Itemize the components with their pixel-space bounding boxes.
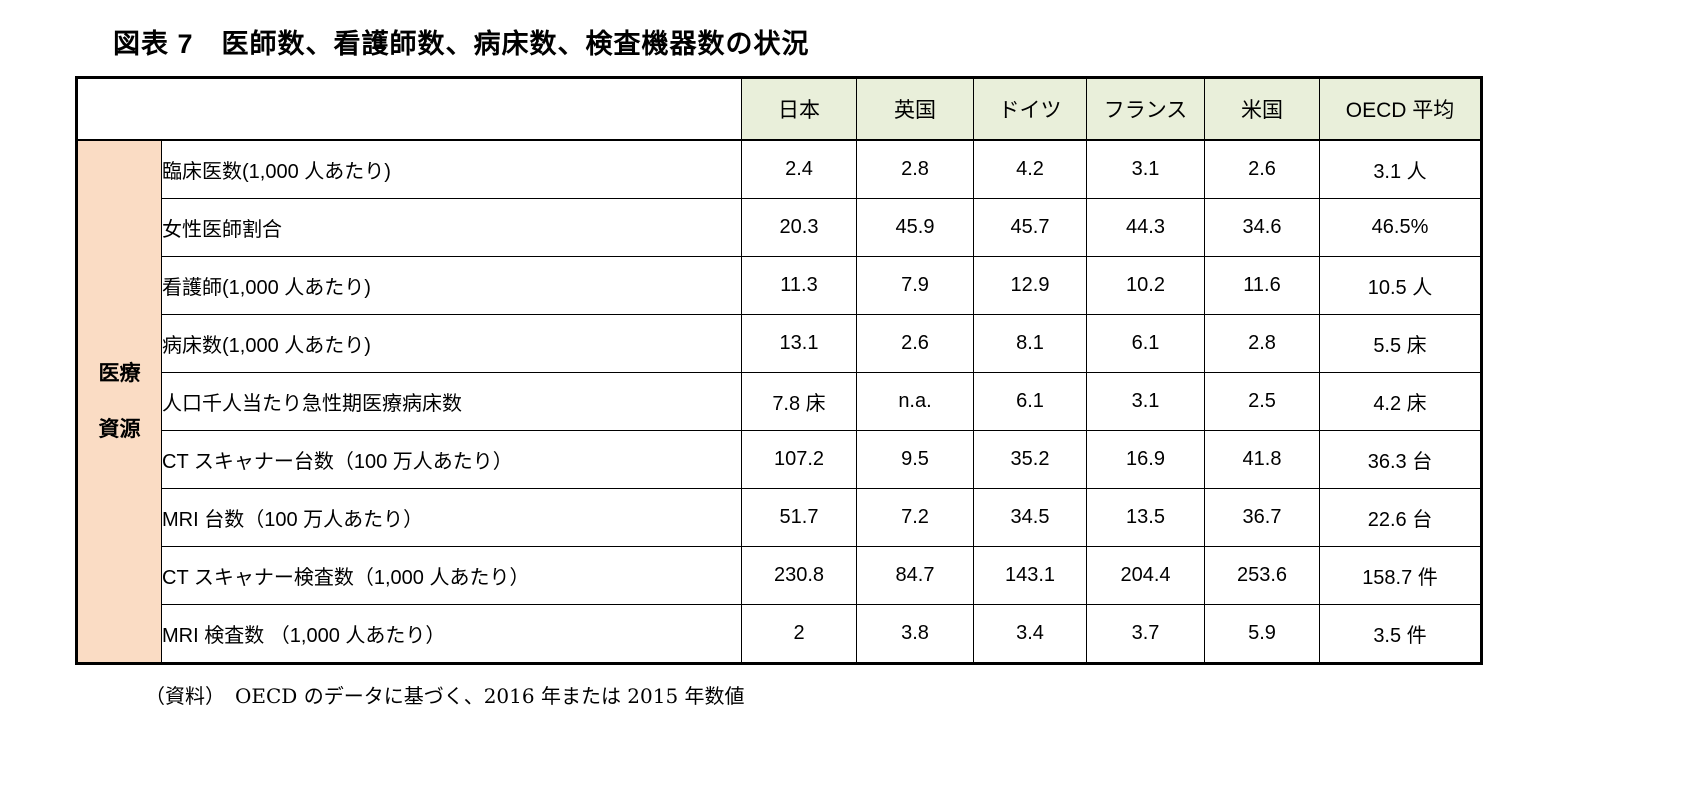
- column-header-japan: 日本: [741, 77, 857, 141]
- cell-value: 35.2: [973, 430, 1087, 489]
- cell-value: 44.3: [1086, 198, 1205, 257]
- cell-value: 13.5: [1086, 488, 1205, 547]
- cell-value: 45.7: [973, 198, 1087, 257]
- cell-value: 3.1: [1086, 139, 1205, 199]
- table-row: 看護師(1,000 人あたり) 11.3 7.9 12.9 10.2 11.6 …: [77, 256, 1482, 315]
- cell-value: 84.7: [856, 546, 974, 605]
- source-note: （資料） OECD のデータに基づく、2016 年または 2015 年数値: [145, 684, 745, 708]
- cell-value: 3.5 件: [1319, 604, 1482, 664]
- table-row: MRI 検査数 （1,000 人あたり） 2 3.8 3.4 3.7 5.9 3…: [77, 604, 1482, 664]
- cell-value: 36.7: [1204, 488, 1320, 547]
- cell-value: 2.4: [741, 139, 857, 199]
- cell-value: 45.9: [856, 198, 974, 257]
- cell-value: 9.5: [856, 430, 974, 489]
- cell-value: 5.5 床: [1319, 314, 1482, 373]
- column-header-france: フランス: [1086, 77, 1205, 141]
- cell-value: 230.8: [741, 546, 857, 605]
- cell-value: 22.6 台: [1319, 488, 1482, 547]
- column-header-oecd-average: OECD 平均: [1319, 77, 1482, 141]
- table-row: 人口千人当たり急性期医療病床数 7.8 床 n.a. 6.1 3.1 2.5 4…: [77, 372, 1482, 431]
- cell-value: 6.1: [973, 372, 1087, 431]
- cell-value: 34.5: [973, 488, 1087, 547]
- cell-value: 4.2 床: [1319, 372, 1482, 431]
- cell-value: 20.3: [741, 198, 857, 257]
- cell-value: 16.9: [1086, 430, 1205, 489]
- cell-value: 3.4: [973, 604, 1087, 664]
- cell-value: n.a.: [856, 372, 974, 431]
- cell-value: 2: [741, 604, 857, 664]
- row-label: MRI 台数（100 万人あたり）: [161, 488, 742, 547]
- cell-value: 36.3 台: [1319, 430, 1482, 489]
- column-header-uk: 英国: [856, 77, 974, 141]
- cell-value: 253.6: [1204, 546, 1320, 605]
- row-label: MRI 検査数 （1,000 人あたり）: [161, 604, 742, 664]
- cell-value: 158.7 件: [1319, 546, 1482, 605]
- cell-value: 204.4: [1086, 546, 1205, 605]
- cell-value: 11.6: [1204, 256, 1320, 315]
- cell-value: 7.9: [856, 256, 974, 315]
- cell-value: 3.8: [856, 604, 974, 664]
- row-label: 臨床医数(1,000 人あたり): [161, 139, 742, 199]
- cell-value: 7.8 床: [741, 372, 857, 431]
- column-header-usa: 米国: [1204, 77, 1320, 141]
- row-label: CT スキャナー台数（100 万人あたり）: [161, 430, 742, 489]
- cell-value: 5.9: [1204, 604, 1320, 664]
- cell-value: 2.8: [1204, 314, 1320, 373]
- table-row: 病床数(1,000 人あたり) 13.1 2.6 8.1 6.1 2.8 5.5…: [77, 314, 1482, 373]
- cell-value: 34.6: [1204, 198, 1320, 257]
- cell-value: 8.1: [973, 314, 1087, 373]
- row-label: CT スキャナー検査数（1,000 人あたり）: [161, 546, 742, 605]
- cell-value: 2.6: [856, 314, 974, 373]
- table-row: CT スキャナー検査数（1,000 人あたり） 230.8 84.7 143.1…: [77, 546, 1482, 605]
- cell-value: 3.1: [1086, 372, 1205, 431]
- cell-value: 51.7: [741, 488, 857, 547]
- cell-value: 13.1: [741, 314, 857, 373]
- column-header-germany: ドイツ: [973, 77, 1087, 141]
- cell-value: 10.2: [1086, 256, 1205, 315]
- row-label: 病床数(1,000 人あたり): [161, 314, 742, 373]
- cell-value: 2.6: [1204, 139, 1320, 199]
- row-label: 看護師(1,000 人あたり): [161, 256, 742, 315]
- cell-value: 143.1: [973, 546, 1087, 605]
- cell-value: 3.7: [1086, 604, 1205, 664]
- table-header-row: 日本 英国 ドイツ フランス 米国 OECD 平均: [76, 77, 1482, 141]
- cell-value: 2.8: [856, 139, 974, 199]
- table-row: 医療 資源 臨床医数(1,000 人あたり) 2.4 2.8 4.2 3.1 2…: [76, 139, 1482, 664]
- cell-value: 4.2: [973, 139, 1087, 199]
- table-row: MRI 台数（100 万人あたり） 51.7 7.2 34.5 13.5 36.…: [77, 488, 1482, 547]
- row-label: 女性医師割合: [161, 198, 742, 257]
- row-group-label-line2: 資源: [98, 417, 141, 441]
- cell-value: 2.5: [1204, 372, 1320, 431]
- healthcare-resources-table: 日本 英国 ドイツ フランス 米国 OECD 平均 医療 資源 臨床医数(1,0…: [75, 76, 1483, 665]
- table-row: CT スキャナー台数（100 万人あたり） 107.2 9.5 35.2 16.…: [77, 430, 1482, 489]
- row-group-label-line1: 医療: [98, 362, 141, 386]
- row-label: 人口千人当たり急性期医療病床数: [161, 372, 742, 431]
- cell-value: 6.1: [1086, 314, 1205, 373]
- cell-value: 11.3: [741, 256, 857, 315]
- row-group-label: 医療 資源: [76, 139, 162, 664]
- corner-cell: [76, 77, 742, 141]
- cell-value: 46.5%: [1319, 198, 1482, 257]
- cell-value: 12.9: [973, 256, 1087, 315]
- cell-value: 41.8: [1204, 430, 1320, 489]
- cell-value: 10.5 人: [1319, 256, 1482, 315]
- cell-value: 107.2: [741, 430, 857, 489]
- cell-value: 7.2: [856, 488, 974, 547]
- figure-title: 図表 7 医師数、看護師数、病床数、検査機器数の状況: [113, 29, 810, 59]
- table-row: 女性医師割合 20.3 45.9 45.7 44.3 34.6 46.5%: [77, 198, 1482, 257]
- cell-value: 3.1 人: [1319, 139, 1482, 199]
